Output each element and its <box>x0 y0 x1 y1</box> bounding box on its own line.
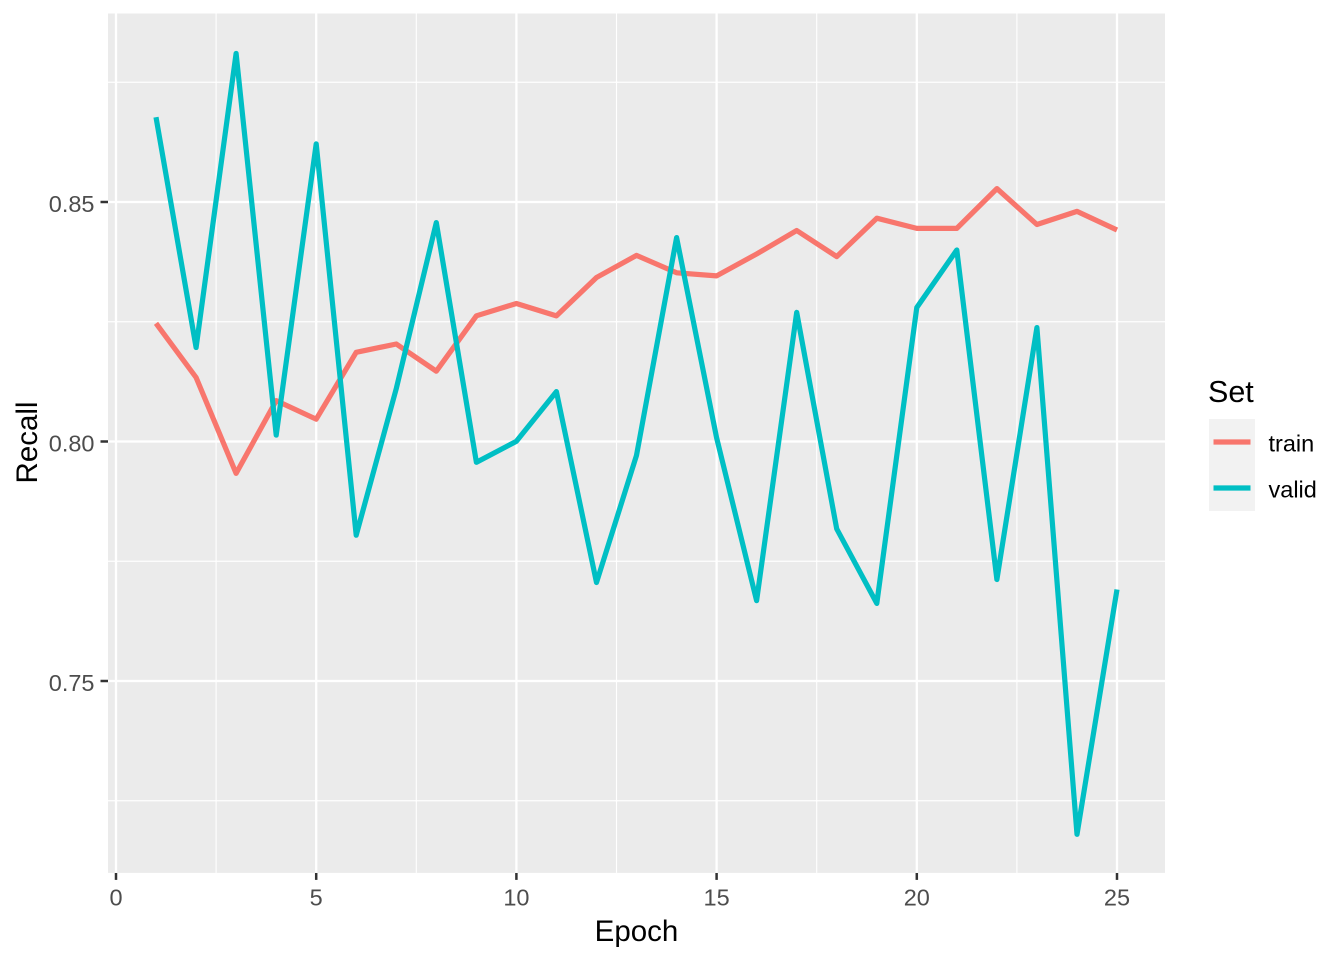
svg-text:Recall: Recall <box>11 402 44 484</box>
svg-text:0.75: 0.75 <box>49 670 95 696</box>
svg-text:20: 20 <box>904 885 930 911</box>
svg-text:5: 5 <box>310 885 323 911</box>
svg-text:10: 10 <box>503 885 529 911</box>
svg-text:0: 0 <box>109 885 122 911</box>
svg-text:Set: Set <box>1208 375 1254 409</box>
svg-text:train: train <box>1269 431 1315 457</box>
svg-text:valid: valid <box>1269 477 1317 503</box>
svg-text:25: 25 <box>1104 885 1130 911</box>
svg-text:Epoch: Epoch <box>595 915 679 948</box>
svg-text:0.80: 0.80 <box>49 431 95 457</box>
svg-text:15: 15 <box>704 885 730 911</box>
svg-text:0.85: 0.85 <box>49 191 95 217</box>
